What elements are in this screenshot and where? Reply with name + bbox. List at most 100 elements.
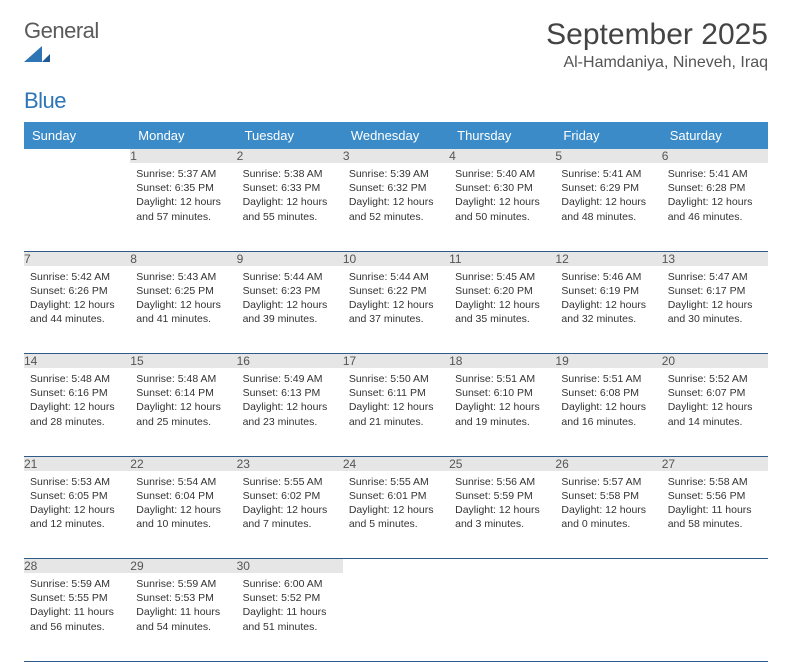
day-cell-body: Sunrise: 5:47 AMSunset: 6:17 PMDaylight:… — [662, 266, 768, 333]
day-number: 11 — [449, 251, 555, 266]
day-number: 22 — [130, 456, 236, 471]
calendar-body: 123456Sunrise: 5:37 AMSunset: 6:35 PMDay… — [24, 149, 768, 661]
day-cell-body: Sunrise: 5:40 AMSunset: 6:30 PMDaylight:… — [449, 163, 555, 230]
day-number: 8 — [130, 251, 236, 266]
day-cell: Sunrise: 5:42 AMSunset: 6:26 PMDaylight:… — [24, 266, 130, 354]
header: General Blue September 2025 Al-Hamdaniya,… — [24, 18, 768, 114]
day-cell-body: Sunrise: 5:41 AMSunset: 6:28 PMDaylight:… — [662, 163, 768, 230]
day-cell-body: Sunrise: 5:41 AMSunset: 6:29 PMDaylight:… — [555, 163, 661, 230]
day-number: 25 — [449, 456, 555, 471]
day-number: 19 — [555, 354, 661, 369]
day-cell: Sunrise: 5:48 AMSunset: 6:16 PMDaylight:… — [24, 368, 130, 456]
day-cell-body: Sunrise: 5:50 AMSunset: 6:11 PMDaylight:… — [343, 368, 449, 435]
weekday-header: Saturday — [662, 122, 768, 149]
day-cell-body: Sunrise: 5:51 AMSunset: 6:08 PMDaylight:… — [555, 368, 661, 435]
day-cell: Sunrise: 5:37 AMSunset: 6:35 PMDaylight:… — [130, 163, 236, 251]
content-row: Sunrise: 5:42 AMSunset: 6:26 PMDaylight:… — [24, 266, 768, 354]
day-cell-body: Sunrise: 5:53 AMSunset: 6:05 PMDaylight:… — [24, 471, 130, 538]
day-cell: Sunrise: 5:38 AMSunset: 6:33 PMDaylight:… — [237, 163, 343, 251]
day-cell: Sunrise: 5:40 AMSunset: 6:30 PMDaylight:… — [449, 163, 555, 251]
day-cell-body: Sunrise: 5:49 AMSunset: 6:13 PMDaylight:… — [237, 368, 343, 435]
day-number: 20 — [662, 354, 768, 369]
day-cell-body: Sunrise: 5:44 AMSunset: 6:23 PMDaylight:… — [237, 266, 343, 333]
content-row: Sunrise: 5:48 AMSunset: 6:16 PMDaylight:… — [24, 368, 768, 456]
day-number — [555, 559, 661, 574]
day-cell-body: Sunrise: 5:39 AMSunset: 6:32 PMDaylight:… — [343, 163, 449, 230]
day-number: 18 — [449, 354, 555, 369]
day-cell — [24, 163, 130, 251]
day-cell: Sunrise: 5:44 AMSunset: 6:22 PMDaylight:… — [343, 266, 449, 354]
day-number: 5 — [555, 149, 661, 163]
logo-text: General Blue — [24, 18, 99, 114]
day-cell: Sunrise: 5:53 AMSunset: 6:05 PMDaylight:… — [24, 471, 130, 559]
day-cell-body: Sunrise: 5:51 AMSunset: 6:10 PMDaylight:… — [449, 368, 555, 435]
day-cell-body: Sunrise: 5:37 AMSunset: 6:35 PMDaylight:… — [130, 163, 236, 230]
day-cell-body: Sunrise: 5:46 AMSunset: 6:19 PMDaylight:… — [555, 266, 661, 333]
title-block: September 2025 Al-Hamdaniya, Nineveh, Ir… — [546, 18, 768, 72]
daynum-row: 123456 — [24, 149, 768, 163]
day-cell: Sunrise: 5:50 AMSunset: 6:11 PMDaylight:… — [343, 368, 449, 456]
day-number: 7 — [24, 251, 130, 266]
day-cell: Sunrise: 5:52 AMSunset: 6:07 PMDaylight:… — [662, 368, 768, 456]
day-cell: Sunrise: 5:48 AMSunset: 6:14 PMDaylight:… — [130, 368, 236, 456]
day-number: 3 — [343, 149, 449, 163]
logo-text-right: Blue — [24, 88, 66, 113]
day-cell-body: Sunrise: 5:52 AMSunset: 6:07 PMDaylight:… — [662, 368, 768, 435]
day-cell-body: Sunrise: 5:57 AMSunset: 5:58 PMDaylight:… — [555, 471, 661, 538]
weekday-header: Monday — [130, 122, 236, 149]
day-cell-body: Sunrise: 5:55 AMSunset: 6:01 PMDaylight:… — [343, 471, 449, 538]
day-cell-body: Sunrise: 5:48 AMSunset: 6:16 PMDaylight:… — [24, 368, 130, 435]
day-number: 21 — [24, 456, 130, 471]
day-cell — [555, 573, 661, 661]
day-number: 26 — [555, 456, 661, 471]
day-number — [343, 559, 449, 574]
day-cell-body: Sunrise: 5:54 AMSunset: 6:04 PMDaylight:… — [130, 471, 236, 538]
day-number: 23 — [237, 456, 343, 471]
day-number: 16 — [237, 354, 343, 369]
day-cell-body: Sunrise: 5:45 AMSunset: 6:20 PMDaylight:… — [449, 266, 555, 333]
day-cell: Sunrise: 5:49 AMSunset: 6:13 PMDaylight:… — [237, 368, 343, 456]
day-number: 1 — [130, 149, 236, 163]
daynum-row: 21222324252627 — [24, 456, 768, 471]
day-cell-body: Sunrise: 5:56 AMSunset: 5:59 PMDaylight:… — [449, 471, 555, 538]
weekday-header: Wednesday — [343, 122, 449, 149]
location: Al-Hamdaniya, Nineveh, Iraq — [546, 54, 768, 72]
day-cell: Sunrise: 5:59 AMSunset: 5:55 PMDaylight:… — [24, 573, 130, 661]
day-cell-body: Sunrise: 5:59 AMSunset: 5:55 PMDaylight:… — [24, 573, 130, 640]
weekday-header: Friday — [555, 122, 661, 149]
day-cell: Sunrise: 6:00 AMSunset: 5:52 PMDaylight:… — [237, 573, 343, 661]
day-cell: Sunrise: 5:51 AMSunset: 6:08 PMDaylight:… — [555, 368, 661, 456]
day-number: 13 — [662, 251, 768, 266]
day-cell: Sunrise: 5:39 AMSunset: 6:32 PMDaylight:… — [343, 163, 449, 251]
daynum-row: 14151617181920 — [24, 354, 768, 369]
day-cell: Sunrise: 5:58 AMSunset: 5:56 PMDaylight:… — [662, 471, 768, 559]
day-cell: Sunrise: 5:45 AMSunset: 6:20 PMDaylight:… — [449, 266, 555, 354]
day-cell: Sunrise: 5:56 AMSunset: 5:59 PMDaylight:… — [449, 471, 555, 559]
day-cell: Sunrise: 5:59 AMSunset: 5:53 PMDaylight:… — [130, 573, 236, 661]
day-cell: Sunrise: 5:55 AMSunset: 6:01 PMDaylight:… — [343, 471, 449, 559]
day-cell-body: Sunrise: 5:55 AMSunset: 6:02 PMDaylight:… — [237, 471, 343, 538]
day-cell: Sunrise: 5:43 AMSunset: 6:25 PMDaylight:… — [130, 266, 236, 354]
day-number — [449, 559, 555, 574]
day-cell: Sunrise: 5:51 AMSunset: 6:10 PMDaylight:… — [449, 368, 555, 456]
weekday-header: Sunday — [24, 122, 130, 149]
day-cell: Sunrise: 5:41 AMSunset: 6:29 PMDaylight:… — [555, 163, 661, 251]
day-cell-body: Sunrise: 5:43 AMSunset: 6:25 PMDaylight:… — [130, 266, 236, 333]
day-cell — [662, 573, 768, 661]
day-cell-body: Sunrise: 5:44 AMSunset: 6:22 PMDaylight:… — [343, 266, 449, 333]
day-cell-body: Sunrise: 5:59 AMSunset: 5:53 PMDaylight:… — [130, 573, 236, 640]
day-cell-body: Sunrise: 5:38 AMSunset: 6:33 PMDaylight:… — [237, 163, 343, 230]
logo-text-left: General — [24, 18, 99, 43]
day-number — [24, 149, 130, 163]
month-title: September 2025 — [546, 18, 768, 52]
day-number: 14 — [24, 354, 130, 369]
weekday-header: Tuesday — [237, 122, 343, 149]
day-number: 4 — [449, 149, 555, 163]
day-number: 10 — [343, 251, 449, 266]
day-number: 15 — [130, 354, 236, 369]
day-cell: Sunrise: 5:55 AMSunset: 6:02 PMDaylight:… — [237, 471, 343, 559]
day-number — [662, 559, 768, 574]
calendar-table: SundayMondayTuesdayWednesdayThursdayFrid… — [24, 122, 768, 662]
day-number: 12 — [555, 251, 661, 266]
day-cell — [449, 573, 555, 661]
